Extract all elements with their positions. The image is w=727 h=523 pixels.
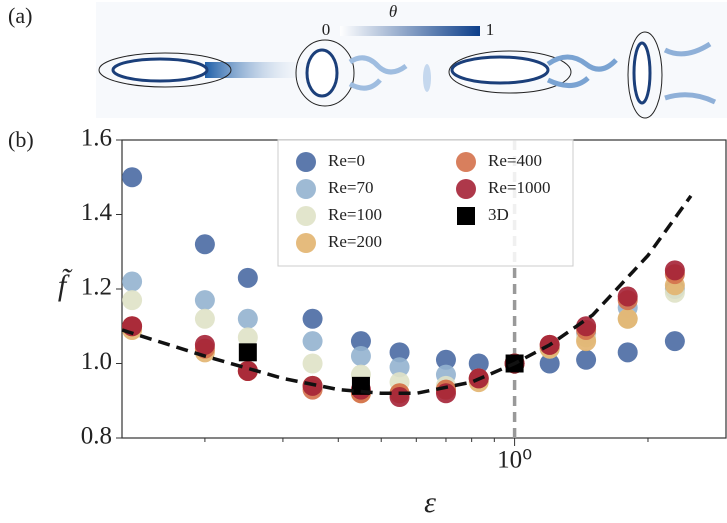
colorbar [340,26,480,36]
point [122,290,143,311]
point [238,343,257,362]
panel-label: (b) [8,127,34,152]
colorbar-tick: 0 [322,20,331,39]
x-axis-label: ε [424,486,436,519]
point [576,349,597,370]
point [302,308,323,329]
body [450,55,550,85]
legend-marker [296,233,316,253]
y-tick-label: 0.8 [81,423,112,450]
point [617,342,638,363]
point [237,327,258,348]
y-tick-label: 1.0 [81,348,112,375]
point [122,167,143,188]
y-tick-label: 1.2 [81,274,112,301]
point [664,260,685,281]
point [194,234,215,255]
legend-label: Re=400 [488,151,542,170]
point [468,353,489,374]
legend-label: Re=70 [328,178,373,197]
body [111,57,209,83]
legend-marker [456,152,476,172]
colorbar-label: θ [389,2,397,21]
point [237,267,258,288]
legend-label: 3D [488,205,509,224]
legend-box [277,139,574,267]
point [122,271,143,292]
fit-curve [121,194,693,396]
outline [295,39,355,107]
point [350,331,371,352]
panel-a: (a) θ 0 1 [8,2,727,119]
outline [98,52,232,88]
outline [448,50,572,94]
point [617,286,638,307]
y-tick-label: 1.4 [81,199,113,226]
legend-marker [296,179,316,199]
body [305,48,339,98]
colorbar-tick: 1 [486,20,495,39]
vortices [663,41,717,105]
legend-marker [296,206,316,226]
point [194,290,215,311]
plot: 0.8 1.0 1.2 1.4 1.6 10⁰ Re=0 Re=70 Re=100 Re=200 R… [81,125,727,474]
vortices [546,54,618,88]
point [237,360,258,381]
point [302,353,323,374]
body [632,41,652,105]
point [435,349,456,370]
legend-marker [296,152,316,172]
x-tick-label: 10⁰ [497,447,532,474]
panel-label: (a) [8,3,32,28]
point [389,387,410,408]
point [389,342,410,363]
y-tick-label: 1.6 [81,125,112,152]
legend-label: Re=200 [328,232,382,251]
vortex [423,64,431,92]
point [389,357,410,378]
point [237,308,258,329]
point [350,346,371,367]
y-axis-label: f̃ [58,269,73,302]
legend-marker [457,207,475,225]
point [617,308,638,329]
legend-marker [456,179,476,199]
point [664,331,685,352]
flow-background [96,2,727,118]
legend-label: Re=100 [328,205,382,224]
point [194,334,215,355]
wake [205,62,315,78]
point [194,308,215,329]
legend-label: Re=0 [328,151,365,170]
point [302,331,323,352]
vortices [348,55,408,91]
outline [627,31,663,119]
legend-label: Re=1000 [488,178,550,197]
point [539,353,560,374]
